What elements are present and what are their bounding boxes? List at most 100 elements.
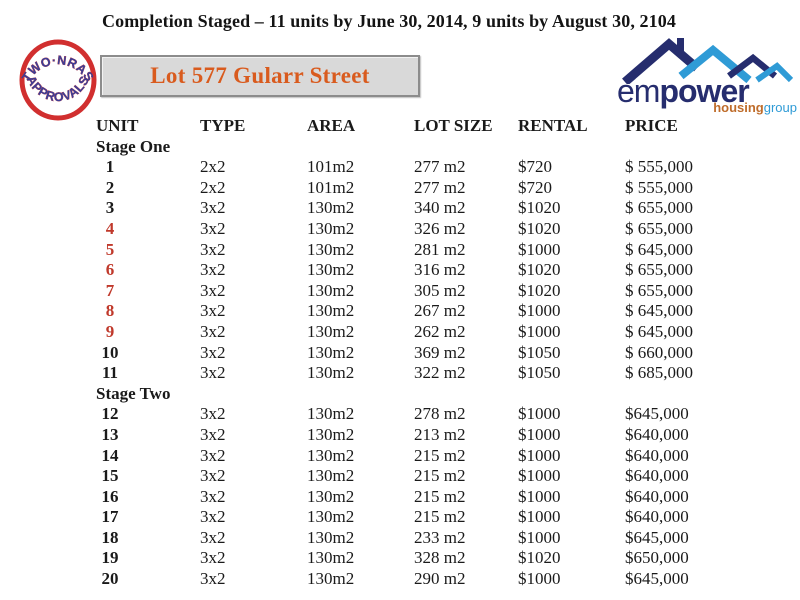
- table-row: 15 3x2 130m2 215 m2 $1000 $640,000: [96, 466, 760, 487]
- price-cell: $650,000: [625, 548, 689, 568]
- type-cell: 3x2: [200, 507, 226, 527]
- area-cell: 130m2: [307, 507, 355, 527]
- area-cell: 130m2: [307, 260, 355, 280]
- rental-cell: $1020: [518, 280, 561, 300]
- lot-size-cell: 316 m2: [414, 260, 466, 280]
- area-cell: 130m2: [307, 363, 355, 383]
- type-cell: 3x2: [200, 218, 226, 238]
- unit-cell: 18: [96, 528, 200, 549]
- type-cell: 3x2: [200, 239, 226, 259]
- table-row: 20 3x2 130m2 290 m2 $1000 $645,000: [96, 569, 760, 590]
- rental-cell: $1020: [518, 548, 561, 568]
- rental-cell: $1000: [518, 424, 561, 444]
- unit-cell: 16: [96, 487, 200, 508]
- unit-number: 17: [101, 507, 119, 527]
- lot-size-cell: 215 m2: [414, 445, 466, 465]
- price-cell: $ 655,000: [625, 198, 693, 218]
- type-cell: 3x2: [200, 527, 226, 547]
- price-cell: $ 645,000: [625, 301, 693, 321]
- rental-cell: $1000: [518, 321, 561, 341]
- unit-cell: 9: [96, 322, 200, 343]
- price-cell: $ 555,000: [625, 177, 693, 197]
- area-cell: 130m2: [307, 301, 355, 321]
- area-cell: 130m2: [307, 569, 355, 589]
- table-row: 6 3x2 130m2 316 m2 $1020 $ 655,000: [96, 260, 760, 281]
- table-row: 12 3x2 130m2 278 m2 $1000 $645,000: [96, 404, 760, 425]
- units-table-body: Stage One 1 2x2 101m2 277 m2 $720 $ 555,000 2 2x…: [96, 137, 760, 590]
- unit-number: 5: [105, 239, 115, 259]
- logo-wordmark: empower: [617, 73, 750, 109]
- unit-cell: 10: [96, 343, 200, 364]
- lot-size-cell: 215 m2: [414, 466, 466, 486]
- rental-cell: $1000: [518, 527, 561, 547]
- price-cell: $ 645,000: [625, 321, 693, 341]
- unit-cell: 19: [96, 548, 200, 569]
- lot-size-cell: 215 m2: [414, 486, 466, 506]
- rental-cell: $720: [518, 157, 552, 177]
- type-cell: 3x2: [200, 342, 226, 362]
- lot-size-cell: 277 m2: [414, 177, 466, 197]
- rental-cell: $1050: [518, 363, 561, 383]
- lot-size-cell: 328 m2: [414, 548, 466, 568]
- rental-cell: $1050: [518, 342, 561, 362]
- price-cell: $ 555,000: [625, 157, 693, 177]
- unit-number: 19: [101, 548, 119, 568]
- rental-cell: $1000: [518, 507, 561, 527]
- type-cell: 3x2: [200, 445, 226, 465]
- type-cell: 3x2: [200, 363, 226, 383]
- price-cell: $ 685,000: [625, 363, 693, 383]
- unit-number: 12: [101, 404, 119, 424]
- lot-size-cell: 262 m2: [414, 321, 466, 341]
- units-table-head-row: UNIT TYPE AREA LOT SIZE RENTAL PRICE: [96, 116, 760, 137]
- area-cell: 130m2: [307, 486, 355, 506]
- table-row: 14 3x2 130m2 215 m2 $1000 $640,000: [96, 446, 760, 467]
- unit-number: 3: [105, 198, 115, 218]
- table-row: 17 3x2 130m2 215 m2 $1000 $640,000: [96, 507, 760, 528]
- table-row: 4 3x2 130m2 326 m2 $1020 $ 655,000: [96, 219, 760, 240]
- price-cell: $640,000: [625, 486, 689, 506]
- rooftops-icon: [622, 38, 793, 84]
- lot-size-cell: 233 m2: [414, 527, 466, 547]
- unit-number: 1: [105, 157, 115, 177]
- unit-cell: 14: [96, 446, 200, 467]
- table-row: 2 2x2 101m2 277 m2 $720 $ 555,000: [96, 178, 760, 199]
- logo-word-housing: housing: [713, 100, 764, 115]
- area-cell: 130m2: [307, 342, 355, 362]
- type-cell: 2x2: [200, 177, 226, 197]
- unit-number: 13: [101, 424, 119, 444]
- type-cell: 3x2: [200, 424, 226, 444]
- table-row: 1 2x2 101m2 277 m2 $720 $ 555,000: [96, 157, 760, 178]
- rental-cell: $1000: [518, 466, 561, 486]
- stamp-svg: TWO·NRAS APPROVALS: [19, 39, 97, 121]
- unit-cell: 8: [96, 301, 200, 322]
- type-cell: 3x2: [200, 301, 226, 321]
- area-cell: 130m2: [307, 424, 355, 444]
- unit-cell: 6: [96, 260, 200, 281]
- unit-number: 4: [105, 218, 115, 238]
- unit-cell: 13: [96, 425, 200, 446]
- area-cell: 130m2: [307, 321, 355, 341]
- area-cell: 130m2: [307, 218, 355, 238]
- type-cell: 3x2: [200, 321, 226, 341]
- area-cell: 130m2: [307, 527, 355, 547]
- lot-size-cell: 340 m2: [414, 198, 466, 218]
- lot-size-cell: 281 m2: [414, 239, 466, 259]
- address-label: Lot 577 Gularr Street: [150, 63, 370, 88]
- unit-number: 6: [105, 260, 115, 280]
- lot-size-cell: 322 m2: [414, 363, 466, 383]
- stage-label: Stage One: [96, 136, 171, 156]
- rental-cell: $1000: [518, 404, 561, 424]
- unit-number: 20: [101, 569, 119, 589]
- unit-number: 8: [105, 301, 115, 321]
- logo-word-power: power: [659, 73, 749, 109]
- lot-size-cell: 369 m2: [414, 342, 466, 362]
- price-cell: $ 655,000: [625, 218, 693, 238]
- units-table: UNIT TYPE AREA LOT SIZE RENTAL PRICE Stage On…: [96, 116, 760, 590]
- price-cell: $640,000: [625, 507, 689, 527]
- table-row: 16 3x2 130m2 215 m2 $1000 $640,000: [96, 487, 760, 508]
- unit-cell: 17: [96, 507, 200, 528]
- price-cell: $645,000: [625, 569, 689, 589]
- table-row: 13 3x2 130m2 213 m2 $1000 $640,000: [96, 425, 760, 446]
- lot-size-cell: 305 m2: [414, 280, 466, 300]
- units-table-wrap: UNIT TYPE AREA LOT SIZE RENTAL PRICE Stage On…: [96, 116, 760, 590]
